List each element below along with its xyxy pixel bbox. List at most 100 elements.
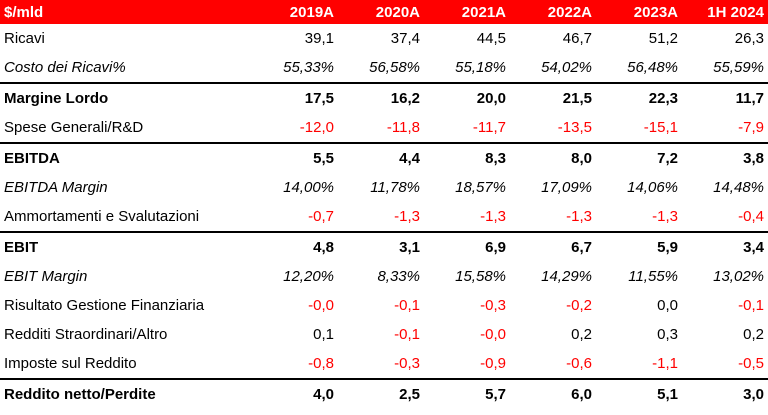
header-col-2020a: 2020A (338, 0, 424, 24)
cell-value: -15,1 (643, 119, 678, 136)
cell-value: 20,0 (424, 82, 510, 113)
cell-value: -1,3 (394, 208, 420, 225)
cell-value: 14,00% (283, 179, 334, 196)
cell-value: 14,48% (713, 179, 764, 196)
cell-value: 17,5 (252, 82, 338, 113)
cell-value: -11,7 (472, 119, 506, 136)
row-label: Spese Generali/R&D (4, 119, 144, 136)
cell-value: -1,3 (566, 208, 592, 225)
cell-value: -13,5 (557, 119, 592, 136)
cell-value: 4,0 (252, 378, 338, 409)
cell-value: -11,8 (386, 119, 420, 136)
cell-value: -12,0 (299, 119, 334, 136)
cell-value: 8,0 (510, 142, 596, 173)
row-label: Imposte sul Reddito (4, 355, 137, 372)
row-gestione-finanziaria: Risultato Gestione Finanziaria -0,0 -0,1… (0, 291, 768, 320)
cell-value: 4,4 (338, 142, 424, 173)
cell-value: 4,8 (252, 231, 338, 262)
row-label: Costo dei Ricavi% (4, 59, 126, 76)
header-unit-label: $/mld (0, 0, 252, 24)
cell-value: 11,55% (628, 268, 678, 285)
cell-value: 6,9 (424, 231, 510, 262)
cell-value: -0,1 (738, 297, 764, 314)
row-label: Reddito netto/Perdite (0, 378, 252, 409)
cell-value: 56,58% (369, 59, 420, 76)
cell-value: 5,7 (424, 378, 510, 409)
cell-value: 8,33% (377, 268, 420, 285)
cell-value: 11,7 (682, 82, 768, 113)
cell-value: 0,1 (313, 326, 334, 343)
cell-value: 14,06% (627, 179, 678, 196)
row-ebit: EBIT 4,8 3,1 6,9 6,7 5,9 3,4 (0, 231, 768, 262)
cell-value: 7,2 (596, 142, 682, 173)
row-margine-lordo: Margine Lordo 17,5 16,2 20,0 21,5 22,3 1… (0, 82, 768, 113)
cell-value: 2,5 (338, 378, 424, 409)
cell-value: 12,20% (283, 268, 334, 285)
cell-value: -0,0 (480, 326, 506, 343)
header-col-2022a: 2022A (510, 0, 596, 24)
cell-value: 6,0 (510, 378, 596, 409)
cell-value: -0,1 (394, 326, 420, 343)
cell-value: 5,9 (596, 231, 682, 262)
cell-value: 0,3 (657, 326, 678, 343)
cell-value: -0,7 (308, 208, 334, 225)
row-ebitda-margin: EBITDA Margin 14,00% 11,78% 18,57% 17,09… (0, 173, 768, 202)
cell-value: 6,7 (510, 231, 596, 262)
cell-value: 0,2 (743, 326, 764, 343)
row-label: Ricavi (4, 30, 45, 47)
cell-value: -0,3 (394, 355, 420, 372)
row-ebit-margin: EBIT Margin 12,20% 8,33% 15,58% 14,29% 1… (0, 262, 768, 291)
cell-value: -1,1 (652, 355, 678, 372)
cell-value: 3,1 (338, 231, 424, 262)
row-redditi-straordinari: Redditi Straordinari/Altro 0,1 -0,1 -0,0… (0, 320, 768, 349)
cell-value: 55,59% (713, 59, 764, 76)
row-reddito-netto: Reddito netto/Perdite 4,0 2,5 5,7 6,0 5,… (0, 378, 768, 409)
row-imposte: Imposte sul Reddito -0,8 -0,3 -0,9 -0,6 … (0, 349, 768, 379)
cell-value: 21,5 (510, 82, 596, 113)
cell-value: 16,2 (338, 82, 424, 113)
cell-value: 26,3 (734, 30, 764, 47)
cell-value: 56,48% (627, 59, 678, 76)
cell-value: 5,1 (596, 378, 682, 409)
cell-value: 17,09% (541, 179, 592, 196)
row-label: EBIT (0, 231, 252, 262)
cell-value: -0,9 (480, 355, 506, 372)
header-col-2023a: 2023A (596, 0, 682, 24)
row-ebitda: EBITDA 5,5 4,4 8,3 8,0 7,2 3,8 (0, 142, 768, 173)
cell-value: -0,2 (566, 297, 592, 314)
row-label: EBITDA (0, 142, 252, 173)
cell-value: 0,0 (657, 297, 678, 314)
row-label: EBITDA Margin (4, 179, 108, 196)
cell-value: 3,0 (682, 378, 768, 409)
cell-value: -0,5 (738, 355, 764, 372)
cell-value: 39,1 (304, 30, 334, 47)
cell-value: 5,5 (252, 142, 338, 173)
cell-value: 54,02% (541, 59, 592, 76)
row-label: Margine Lordo (0, 82, 252, 113)
cell-value: 44,5 (476, 30, 506, 47)
row-label: Redditi Straordinari/Altro (4, 326, 168, 343)
cell-value: 3,4 (682, 231, 768, 262)
cell-value: 18,57% (455, 179, 506, 196)
cell-value: 22,3 (596, 82, 682, 113)
cell-value: 15,58% (455, 268, 506, 285)
cell-value: 55,18% (455, 59, 506, 76)
cell-value: -0,0 (308, 297, 334, 314)
header-col-2021a: 2021A (424, 0, 510, 24)
cell-value: -1,3 (480, 208, 506, 225)
cell-value: 13,02% (713, 268, 764, 285)
cell-value: -7,9 (738, 119, 764, 136)
cell-value: 46,7 (562, 30, 592, 47)
row-ammortamenti: Ammortamenti e Svalutazioni -0,7 -1,3 -1… (0, 202, 768, 232)
cell-value: -0,4 (738, 208, 764, 225)
cell-value: 51,2 (648, 30, 678, 47)
row-costo-ricavi: Costo dei Ricavi% 55,33% 56,58% 55,18% 5… (0, 53, 768, 83)
cell-value: 11,78% (370, 179, 420, 196)
cell-value: -0,8 (308, 355, 334, 372)
row-label: Risultato Gestione Finanziaria (4, 297, 205, 314)
cell-value: 0,2 (571, 326, 592, 343)
cell-value: 37,4 (390, 30, 420, 47)
row-label: EBIT Margin (4, 268, 88, 285)
cell-value: 14,29% (541, 268, 592, 285)
